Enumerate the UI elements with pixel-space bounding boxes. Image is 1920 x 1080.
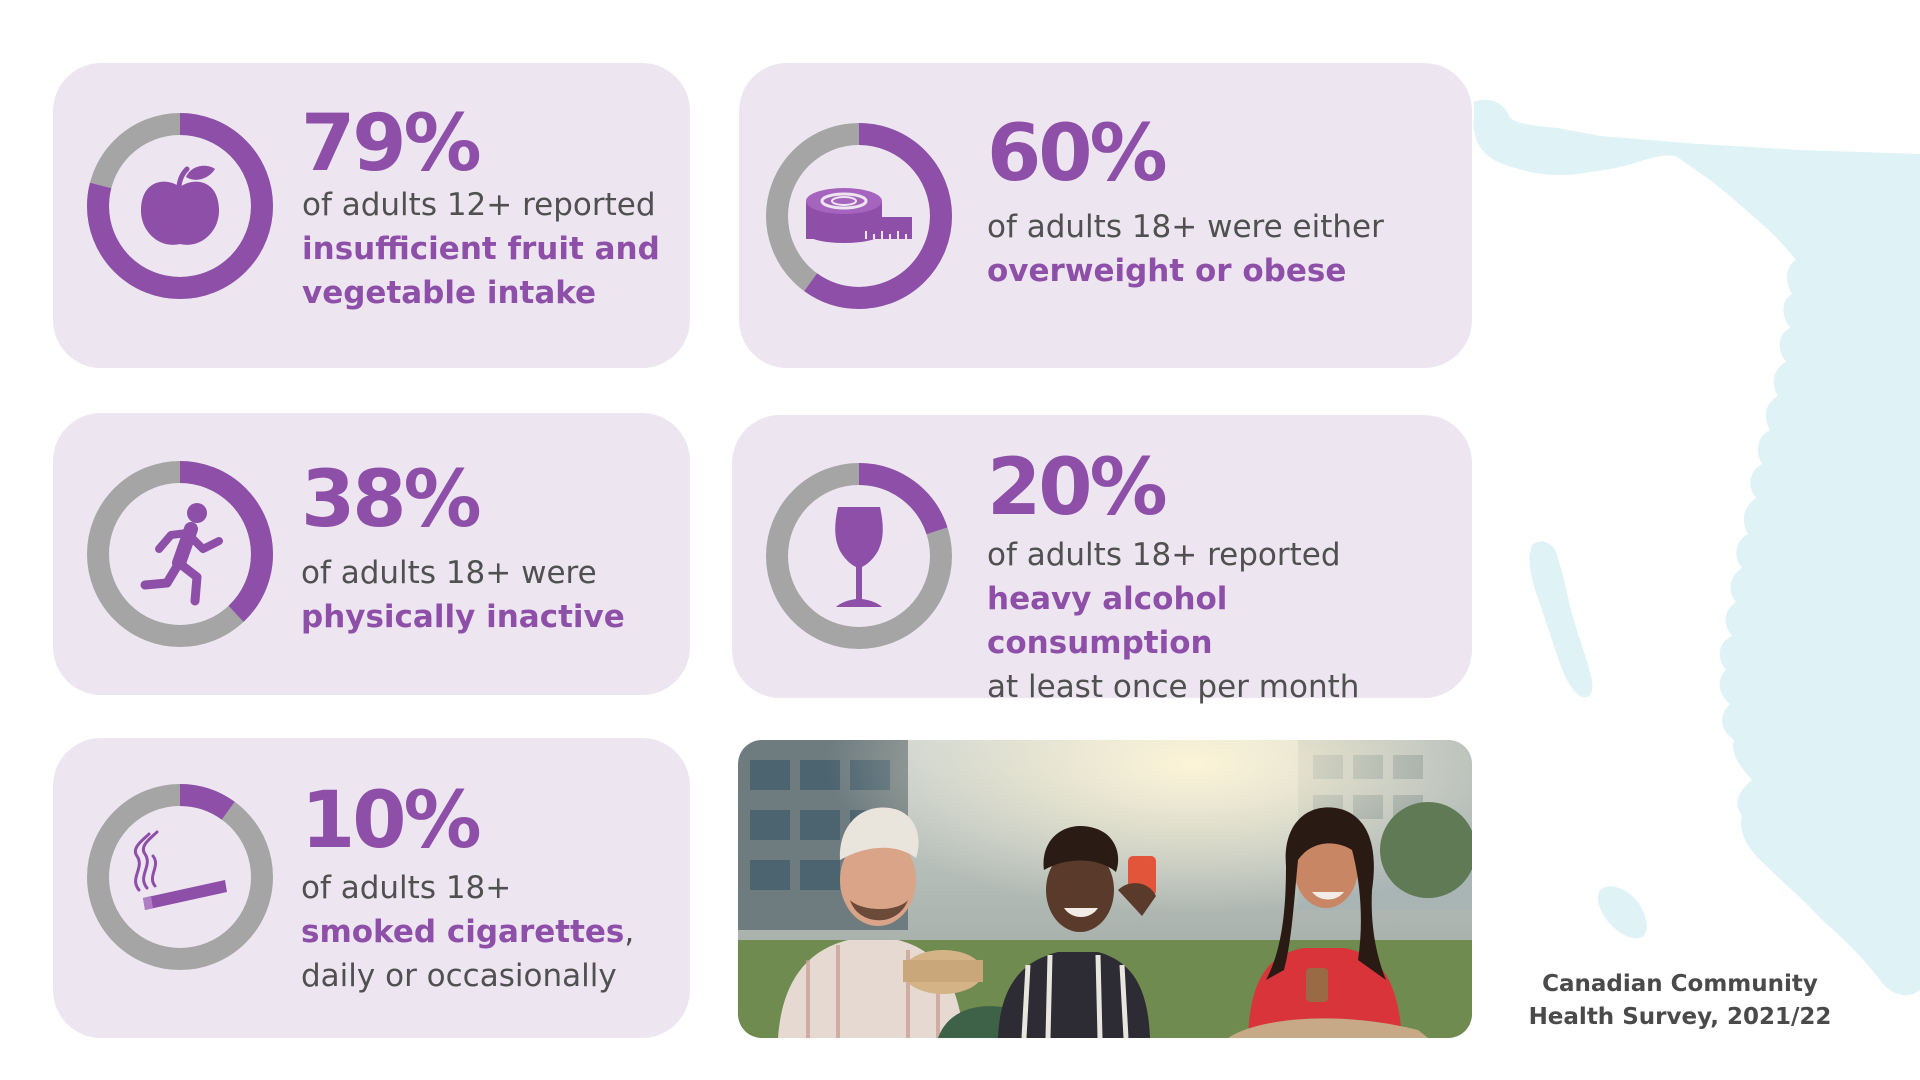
measuring-tape-icon: [806, 188, 912, 243]
stat-ring-physical-inactivity: [87, 461, 273, 647]
bc-map-illustration: [1473, 99, 1920, 996]
stat-text-pre: of adults 18+: [301, 870, 512, 906]
stat-ring-alcohol: [766, 463, 952, 649]
stat-text-pre: of adults 18+ reported: [987, 537, 1341, 573]
stat-card-alcohol: 20% of adults 18+ reported heavy alcohol…: [732, 415, 1472, 705]
stat-text-post: , daily or occasionally: [301, 914, 635, 994]
stat-description: of adults 18+ were physically inactive: [301, 551, 681, 639]
stat-card-smoking: 10% of adults 18+ smoked cigarettes, dai…: [53, 738, 690, 1038]
stat-card-overweight: 60% of adults 18+ were either overweight…: [739, 63, 1472, 368]
stat-ring-smoking: [87, 784, 273, 970]
cigarette-icon: [134, 830, 227, 910]
stat-text-pre: of adults 18+ were: [301, 555, 597, 591]
stat-text-highlight: insufficient fruit and vegetable intake: [302, 231, 660, 311]
stat-text-pre: of adults 18+ were either: [987, 209, 1384, 245]
stat-percent: 10%: [301, 776, 482, 866]
source-line-2: Health Survey, 2021/22: [1528, 1004, 1832, 1030]
source-citation: Canadian Community Health Survey, 2021/2…: [1490, 968, 1870, 1034]
stat-text-highlight: overweight or obese: [987, 253, 1347, 289]
source-line-1: Canadian Community: [1542, 971, 1818, 997]
running-person-icon: [140, 503, 223, 606]
stat-percent: 20%: [987, 443, 1168, 533]
stat-text-highlight: heavy alcohol consumption: [987, 581, 1228, 661]
stat-card-fruit-vegetable: 79% of adults 12+ reported insufficient …: [53, 63, 690, 368]
stat-ring-overweight: [766, 123, 952, 309]
stat-percent: 38%: [301, 455, 482, 545]
stat-card-physical-inactivity: 38% of adults 18+ were physically inacti…: [53, 413, 690, 695]
stat-text-highlight: physically inactive: [301, 599, 625, 635]
group-of-friends-photo: [738, 740, 1472, 1038]
apple-icon: [140, 165, 220, 245]
wine-glass-icon: [835, 507, 883, 607]
stat-text-highlight: smoked cigarettes: [301, 914, 625, 950]
stat-description: of adults 18+ smoked cigarettes, daily o…: [301, 866, 681, 998]
stat-description: of adults 18+ were either overweight or …: [987, 205, 1427, 293]
stat-description: of adults 12+ reported insufficient frui…: [302, 183, 682, 315]
stat-description: of adults 18+ reported heavy alcohol con…: [987, 533, 1457, 709]
stat-percent: 60%: [987, 109, 1168, 199]
stat-percent: 79%: [301, 99, 482, 189]
stat-ring-fruit-vegetable: [87, 113, 273, 299]
stat-text-pre: of adults 12+ reported: [302, 187, 656, 223]
stat-text-post: at least once per month: [987, 669, 1360, 705]
